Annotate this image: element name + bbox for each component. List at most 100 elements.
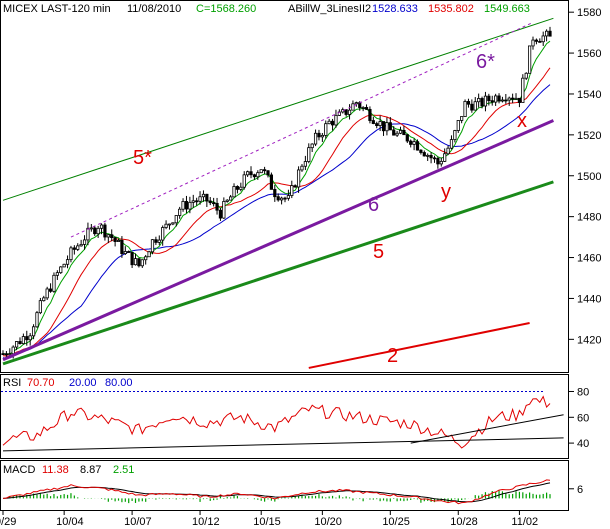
candle-body xyxy=(463,101,467,117)
candle-body xyxy=(256,172,260,178)
candle-body xyxy=(381,121,386,132)
candle-body xyxy=(11,346,15,355)
candle-body xyxy=(72,247,76,250)
candle-body xyxy=(341,109,345,113)
candle-body xyxy=(140,259,144,267)
candle-body xyxy=(402,129,406,136)
candle-body xyxy=(534,39,539,42)
candle-body xyxy=(548,30,552,37)
candle-body xyxy=(371,120,375,124)
candle-body xyxy=(161,227,165,241)
candle-body xyxy=(229,196,233,201)
date-axis-label: 10/12 xyxy=(192,516,220,528)
candle-body xyxy=(296,169,301,188)
price-axis-label: 1580 xyxy=(577,7,601,19)
candle-body xyxy=(477,98,481,103)
candle-body xyxy=(354,102,358,105)
rsi-value-red: 70.70 xyxy=(27,377,55,389)
candle-body xyxy=(541,35,545,43)
price-axis-label: 1500 xyxy=(577,171,601,183)
candle-body xyxy=(48,288,53,292)
candle-body xyxy=(494,95,498,103)
rsi-axis-label: 80 xyxy=(577,386,589,398)
candle-body xyxy=(300,165,304,171)
channel-5-star-trendline xyxy=(70,21,534,238)
macd-axis-label: 6 xyxy=(577,484,583,496)
candle-body xyxy=(171,222,175,225)
price-axis-label: 1520 xyxy=(577,130,601,142)
header-value-blue: 1528.633 xyxy=(372,3,418,15)
candle-body xyxy=(334,114,338,126)
candle-body xyxy=(500,99,505,102)
candle-body xyxy=(116,240,121,242)
candle-body xyxy=(344,109,348,115)
candle-body xyxy=(55,272,59,276)
candle-body xyxy=(378,121,382,126)
candle-body xyxy=(422,152,426,157)
candle-body xyxy=(246,171,250,176)
candle-body xyxy=(286,195,290,199)
price-axis-label: 1560 xyxy=(577,48,601,60)
candle-body xyxy=(409,140,413,145)
candle-body xyxy=(59,266,63,274)
annotation-5: 5 xyxy=(373,241,384,263)
candle-body xyxy=(528,45,532,74)
candle-body xyxy=(79,244,83,247)
rsi-axis-label: 40 xyxy=(577,438,589,450)
candle-body xyxy=(490,100,494,103)
candle-body xyxy=(133,258,138,266)
candle-body xyxy=(127,251,131,253)
candle-body xyxy=(235,186,240,190)
candle-body xyxy=(375,123,379,126)
rsi-base-line xyxy=(2,437,564,452)
candle-body xyxy=(524,72,528,79)
candle-body xyxy=(76,245,80,250)
date-axis-label: 10/04 xyxy=(56,516,84,528)
candle-body xyxy=(303,161,307,167)
rsi-value-blue-1: 20.00 xyxy=(69,377,97,389)
date-axis-label: 10/25 xyxy=(382,516,410,528)
candle-body xyxy=(65,259,70,265)
candle-body xyxy=(4,353,8,356)
upper-channel-trendline xyxy=(2,17,554,201)
candle-body xyxy=(164,223,168,228)
date-axis-label: 11/02 xyxy=(511,516,538,528)
candle-body xyxy=(249,171,253,176)
macd-label: MACD xyxy=(3,464,35,476)
candle-body xyxy=(167,223,172,226)
candle-body xyxy=(307,147,311,162)
ma-red-line xyxy=(2,67,551,357)
candle-body xyxy=(218,209,223,219)
candle-body xyxy=(507,97,511,101)
candle-body xyxy=(25,336,29,341)
candle-body xyxy=(62,263,66,268)
candle-body xyxy=(279,197,284,201)
candle-body xyxy=(18,341,22,345)
candle-body xyxy=(531,39,535,47)
candle-body xyxy=(86,227,90,241)
candle-body xyxy=(487,95,491,102)
price-axis-label: 1420 xyxy=(577,334,601,346)
candle-body xyxy=(31,326,36,337)
line-6-trendline xyxy=(2,119,554,362)
line-5-trendline xyxy=(2,180,554,366)
candle-body xyxy=(14,341,19,348)
candle-body xyxy=(419,149,423,153)
price-axis-label: 1440 xyxy=(577,293,601,305)
candle-body xyxy=(545,30,549,37)
candle-body xyxy=(157,239,161,243)
price-axis-label: 1480 xyxy=(577,212,601,224)
date-axis-label: 10/28 xyxy=(450,516,478,528)
candle-body xyxy=(137,258,141,267)
macd-value-black: 8.87 xyxy=(80,464,101,476)
candle-body xyxy=(181,201,185,210)
candle-body xyxy=(293,185,297,188)
candle-body xyxy=(252,174,257,178)
candle-body xyxy=(432,157,437,160)
candle-body xyxy=(514,97,518,100)
date-axis-label: 10/15 xyxy=(253,516,281,528)
candle-body xyxy=(150,239,155,253)
candle-body xyxy=(205,193,209,202)
candle-body xyxy=(225,199,229,202)
